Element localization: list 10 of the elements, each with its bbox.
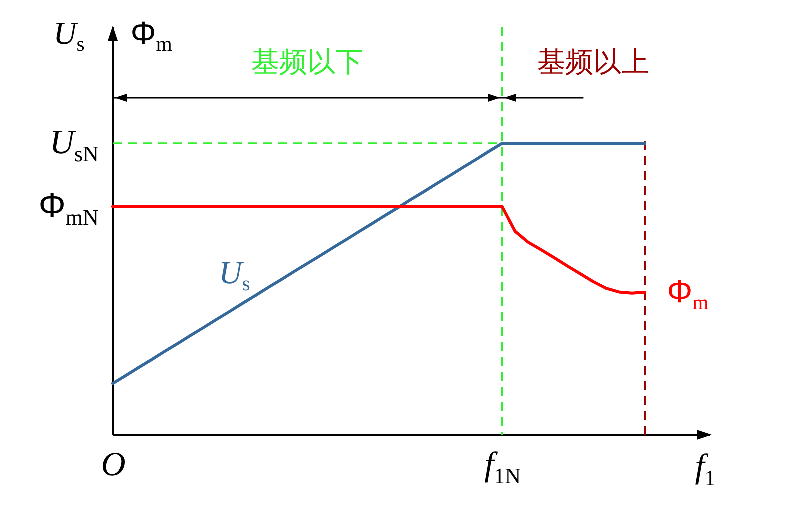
x-axis-title: f$_{1}$ [695,448,716,490]
text: 基频以下 [252,46,364,78]
x-tick-label: f$_{1N}$ [484,446,522,488]
x-tick-label: O [101,446,126,484]
series-label: U$_{s}$ [219,254,250,296]
ref-line-label: U$_{sN}$ [50,124,100,166]
text: 基频以上 [537,46,650,78]
text: U$_{s}$ Φ$_{m}$ [54,15,172,56]
text: Φ$_{mN}$ [38,186,100,230]
series-label: Φ$_{m}$ [667,273,709,314]
